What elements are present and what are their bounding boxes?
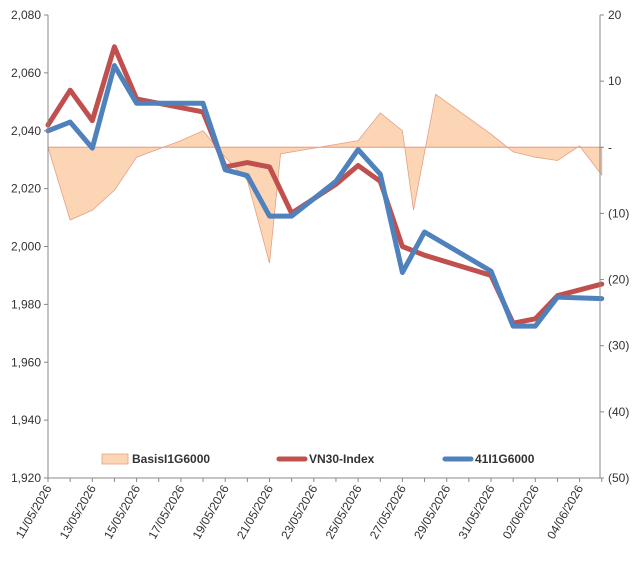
x-tick-label: 02/06/2026	[500, 482, 542, 541]
y-left-tick-label: 1,940	[11, 413, 41, 427]
y-right-tick-label: 20	[608, 8, 622, 22]
y-right-tick-label: (30)	[608, 339, 629, 353]
y-left-tick-label: 1,960	[11, 355, 41, 369]
area-layer	[47, 93, 603, 264]
x-tick-label: 19/05/2026	[190, 482, 232, 541]
y-right-tick-label: (40)	[608, 405, 629, 419]
y-left-tick-label: 2,000	[11, 240, 41, 254]
x-tick-label: 25/05/2026	[323, 482, 365, 541]
series-line-41i1g6000	[45, 63, 605, 329]
y-right-tick-label: 10	[608, 74, 622, 88]
x-tick-label: 21/05/2026	[234, 482, 276, 541]
legend-label: 41I1G6000	[475, 452, 535, 466]
y-left-tick-label: 2,080	[11, 8, 41, 22]
y-left-tick-label: 2,020	[11, 182, 41, 196]
x-tick-label: 15/05/2026	[101, 482, 143, 541]
y-left-tick-label: 2,060	[11, 66, 41, 80]
x-tick-label: 23/05/2026	[278, 482, 320, 541]
x-tick-label: 31/05/2026	[455, 482, 497, 541]
series-area-basis	[47, 93, 603, 264]
line-layer	[45, 44, 605, 329]
y-left-tick-label: 1,980	[11, 297, 41, 311]
y-left-tick-label: 2,040	[11, 124, 41, 138]
x-tick-label: 29/05/2026	[411, 482, 453, 541]
y-right-tick-label: -	[608, 140, 612, 154]
legend-label: VN30-Index	[309, 452, 375, 466]
legend: BasisI1G6000 VN30-Index 41I1G6000	[101, 452, 535, 466]
x-tick-label: 04/06/2026	[544, 482, 586, 541]
y-right-tick-label: (50)	[608, 471, 629, 485]
x-tick-label: 13/05/2026	[57, 482, 99, 541]
legend-label: BasisI1G6000	[132, 452, 210, 466]
series-line-vn30	[45, 44, 605, 326]
x-tick-label: 17/05/2026	[145, 482, 187, 541]
y-right-tick-label: (20)	[608, 273, 629, 287]
x-tick-label: 11/05/2026	[13, 482, 55, 541]
legend-swatch-area	[101, 453, 129, 465]
x-tick-label: 27/05/2026	[367, 482, 409, 541]
y-left-tick-label: 1,920	[11, 471, 41, 485]
y-right-tick-label: (10)	[608, 206, 629, 220]
